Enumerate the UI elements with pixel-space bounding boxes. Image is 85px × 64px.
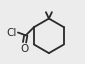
Text: Cl: Cl <box>6 28 17 38</box>
Text: O: O <box>20 44 29 54</box>
